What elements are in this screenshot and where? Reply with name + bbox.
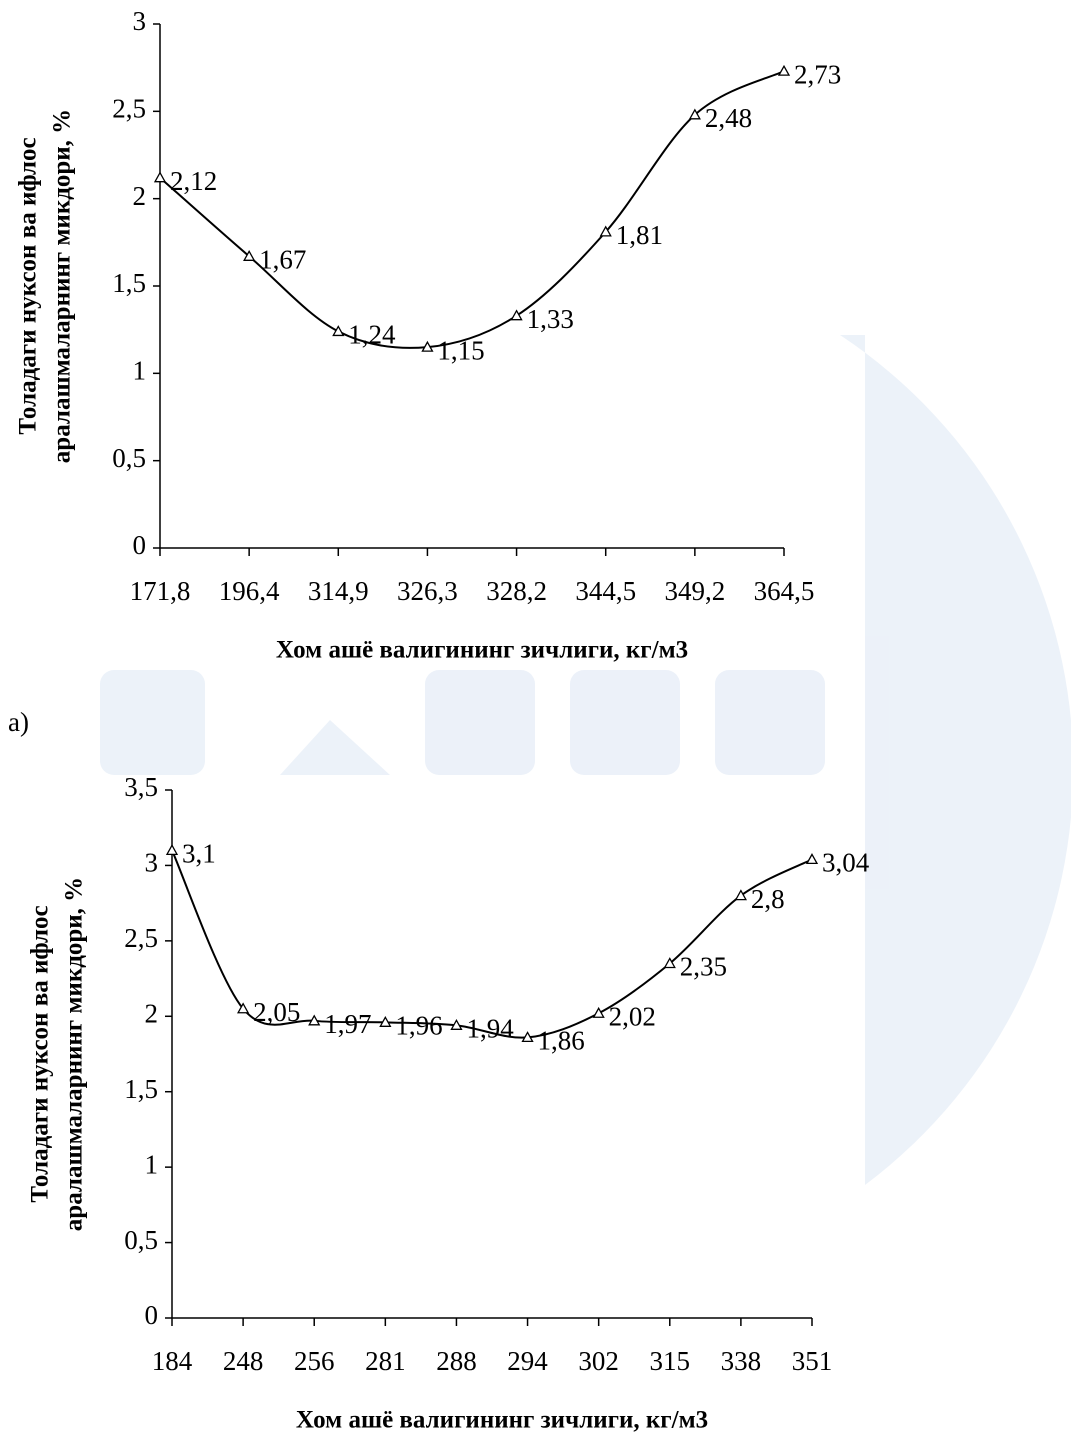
marker bbox=[807, 854, 817, 863]
y-axis-title: аралашмаларнинг микдори, % bbox=[49, 109, 76, 463]
data-label: 2,35 bbox=[680, 952, 727, 982]
data-label: 1,81 bbox=[616, 220, 663, 250]
y-tick-label: 1 bbox=[133, 356, 147, 386]
x-tick-label: 288 bbox=[436, 1346, 477, 1376]
x-tick-label: 344,5 bbox=[575, 576, 636, 606]
watermark-block bbox=[570, 670, 680, 775]
data-label: 2,73 bbox=[794, 59, 841, 89]
y-tick-label: 0,5 bbox=[124, 1225, 158, 1255]
x-tick-label: 184 bbox=[152, 1346, 193, 1376]
y-tick-label: 3 bbox=[145, 848, 159, 878]
marker bbox=[167, 845, 177, 854]
panel-label: a) bbox=[8, 707, 29, 737]
page: a) 0 0,5 1 1,5 2 2,5 3 171,8 196,4 314,9 326,3 328,… bbox=[0, 0, 1071, 1434]
x-axis-title: Хом ашё валигининг зичлиги, кг/м3 bbox=[296, 1407, 708, 1434]
watermark-block bbox=[715, 670, 825, 775]
data-label: 1,67 bbox=[259, 245, 306, 275]
x-tick-label: 351 bbox=[792, 1346, 833, 1376]
data-label: 1,24 bbox=[348, 320, 396, 350]
data-label: 2,02 bbox=[609, 1001, 656, 1031]
data-label: 1,86 bbox=[538, 1026, 585, 1056]
chart: 0 0,5 1 1,5 2 2,5 3 171,8 196,4 314,9 326,3 328,2 34… bbox=[15, 6, 842, 664]
y-tick-label: 3 bbox=[133, 6, 147, 36]
x-axis-title: Хом ашё валигининг зичлиги, кг/м3 bbox=[276, 637, 688, 664]
x-tick-label: 364,5 bbox=[754, 576, 815, 606]
line bbox=[160, 71, 784, 348]
x-tick-label: 281 bbox=[365, 1346, 406, 1376]
x-tick-label: 196,4 bbox=[219, 576, 280, 606]
data-label: 3,04 bbox=[822, 848, 870, 878]
y-tick-label: 2 bbox=[145, 998, 159, 1028]
x-tick-label: 349,2 bbox=[664, 576, 725, 606]
chart: 0 0,5 1 1,5 2 2,5 3 3,5 184 248 256 281 288 294 302 315… bbox=[27, 772, 870, 1434]
watermark-block bbox=[100, 670, 205, 775]
x-tick-label: 171,8 bbox=[130, 576, 191, 606]
x-tick-label: 326,3 bbox=[397, 576, 458, 606]
data-label: 3,1 bbox=[182, 839, 216, 869]
y-tick-label: 2,5 bbox=[112, 94, 146, 124]
marker bbox=[512, 311, 522, 320]
data-label: 1,15 bbox=[437, 335, 484, 365]
y-tick-label: 1,5 bbox=[124, 1074, 158, 1104]
data-label: 2,12 bbox=[170, 166, 217, 196]
marker bbox=[594, 1008, 604, 1017]
y-tick-label: 2 bbox=[133, 181, 147, 211]
data-label: 2,8 bbox=[751, 884, 785, 914]
y-axis-title: Толадаги нуксон ва ифлос bbox=[15, 137, 42, 434]
x-tick-label: 328,2 bbox=[486, 576, 547, 606]
marker bbox=[333, 326, 343, 335]
y-tick-label: 0 bbox=[145, 1300, 159, 1330]
data-label: 2,05 bbox=[253, 997, 300, 1027]
y-tick-label: 3,5 bbox=[124, 772, 158, 802]
x-tick-label: 315 bbox=[650, 1346, 691, 1376]
x-tick-label: 338 bbox=[721, 1346, 762, 1376]
y-tick-label: 0 bbox=[133, 530, 147, 560]
y-axis-title: аралашмаларнинг микдори, % bbox=[61, 877, 88, 1231]
data-label: 1,96 bbox=[395, 1011, 442, 1041]
data-label: 1,97 bbox=[324, 1009, 371, 1039]
y-axis-title: Толадаги нуксон ва ифлос bbox=[27, 905, 54, 1202]
x-tick-label: 314,9 bbox=[308, 576, 369, 606]
y-tick-label: 2,5 bbox=[124, 923, 158, 953]
watermark-block bbox=[280, 720, 390, 775]
data-label: 1,33 bbox=[527, 304, 574, 334]
x-tick-label: 256 bbox=[294, 1346, 335, 1376]
data-label: 1,94 bbox=[466, 1014, 514, 1044]
watermark-block bbox=[425, 670, 535, 775]
x-tick-label: 302 bbox=[578, 1346, 619, 1376]
watermark-globe bbox=[840, 335, 1071, 1185]
marker bbox=[155, 173, 165, 182]
x-tick-label: 248 bbox=[223, 1346, 264, 1376]
y-tick-label: 0,5 bbox=[112, 443, 146, 473]
marker bbox=[779, 66, 789, 75]
watermark bbox=[100, 335, 1071, 1185]
y-tick-label: 1 bbox=[145, 1149, 159, 1179]
x-tick-label: 294 bbox=[507, 1346, 548, 1376]
data-label: 2,48 bbox=[705, 103, 752, 133]
y-tick-label: 1,5 bbox=[112, 268, 146, 298]
